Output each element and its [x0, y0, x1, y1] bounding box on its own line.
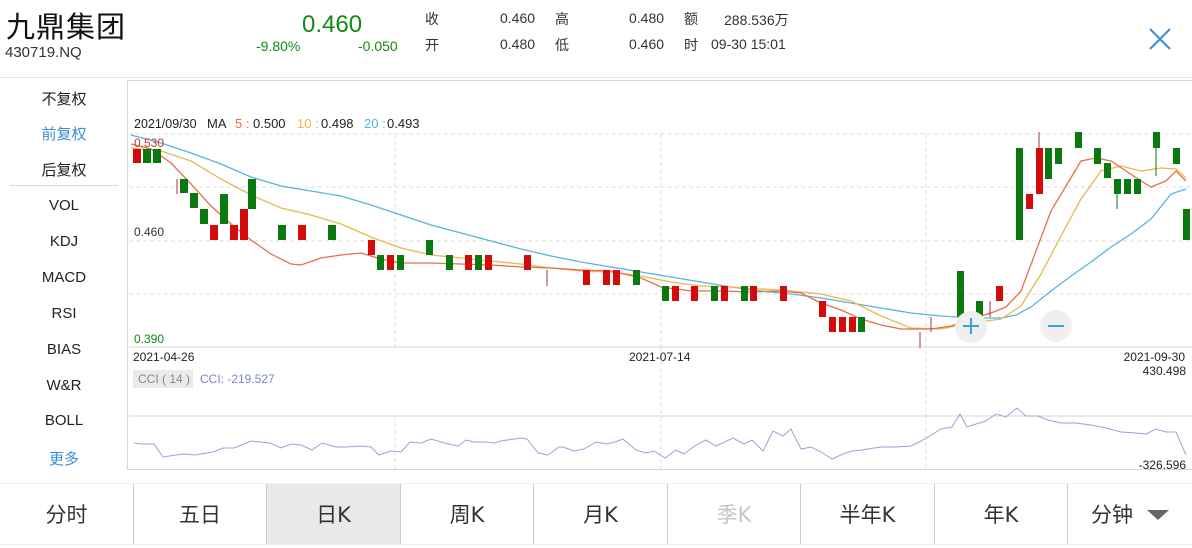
high-value: 0.480 [629, 10, 665, 26]
tab-quarterly-k-label: 季K [716, 503, 752, 527]
ma-label: MA [207, 116, 227, 131]
tab-monthly-k-label: 月K [583, 503, 618, 527]
tab-daily-k[interactable]: 日K [267, 484, 401, 544]
change-percent: -9.80% [256, 38, 301, 54]
ma20-key: 20 : [364, 116, 386, 131]
period-tabbar: 分时 五日 日K 周K 月K 季K 半年K 年K 分钟 [0, 483, 1192, 545]
tab-daily-k-label: 日K [316, 503, 351, 527]
cci-tag[interactable] [133, 370, 193, 388]
tab-yearly-k-label: 年K [983, 503, 1019, 527]
kline-svg: 2021/09/30 MA 5 : 0.500 10 : 0.498 20 : … [129, 116, 1192, 472]
sidebar-item-bias[interactable]: BIAS [46, 341, 82, 358]
ma5-key: 5 : [235, 116, 249, 131]
cci-max: 430.498 [1143, 364, 1187, 378]
ma10-key: 10 : [297, 116, 319, 131]
sidebar-item-no-adjust[interactable]: 不复权 [41, 90, 87, 108]
time-label: 时 [684, 38, 698, 54]
sidebar-item-macd[interactable]: MACD [41, 269, 87, 286]
cci-value: CCI: -219.527 [200, 372, 275, 386]
sidebar-item-rsi[interactable]: RSI [51, 305, 77, 322]
sidebar-item-more[interactable]: 更多 [48, 450, 79, 468]
indicator-sidebar: 不复权 前复权 后复权 VOL KDJ MACD RSI BIAS W&R BO… [0, 80, 128, 480]
open-label: 开 [425, 38, 439, 54]
y-axis-mid: 0.460 [134, 225, 164, 239]
x-axis-end: 2021-09-30 [1124, 350, 1186, 364]
close-button[interactable] [1146, 25, 1174, 53]
tab-weekly-k-label: 周K [449, 503, 485, 527]
dropdown-triangle-icon [1147, 510, 1169, 520]
tab-yearly-k[interactable]: 年K [935, 484, 1068, 544]
ma20-value: 0.493 [387, 116, 420, 131]
cci-line [133, 407, 1187, 460]
low-label: 低 [555, 38, 569, 54]
tab-five-day-label: 五日 [179, 503, 221, 527]
time-value: 09-30 15:01 [711, 36, 786, 52]
sidebar-item-vol[interactable]: VOL [48, 197, 79, 214]
change-amount: -0.050 [358, 38, 398, 54]
x-axis-mid: 2021-07-14 [629, 350, 691, 364]
tab-half-year-k[interactable]: 半年K [801, 484, 935, 544]
sidebar-item-wr[interactable]: W&R [46, 377, 82, 394]
tab-half-year-k-label: 半年K [839, 503, 896, 527]
cci-min: -326.596 [1139, 458, 1187, 471]
tab-minute-label: 分钟 [1091, 503, 1133, 527]
sidebar-item-kdj[interactable]: KDJ [49, 233, 79, 250]
high-label: 高 [555, 12, 569, 28]
zoom-out-button[interactable] [1040, 310, 1072, 342]
open-value: 0.480 [500, 36, 536, 52]
y-axis-high: 0.530 [134, 136, 164, 150]
x-axis-start: 2021-04-26 [133, 350, 195, 364]
last-price: 0.460 [302, 11, 363, 38]
chart-date: 2021/09/30 [134, 117, 197, 131]
close-value: 0.460 [500, 10, 536, 26]
amount-label: 额 [684, 12, 698, 28]
tab-quarterly-k[interactable]: 季K [668, 484, 801, 544]
kline-chart[interactable]: 2021/09/30 MA 5 : 0.500 10 : 0.498 20 : … [127, 80, 1192, 472]
quote-header: 九鼎集团 430719.NQ 0.460 -9.80% -0.050 收 0.4… [0, 0, 1192, 78]
stock-name: 九鼎集团 [6, 10, 127, 44]
sidebar-item-forward-adjust[interactable]: 前复权 [41, 125, 87, 143]
ma10-value: 0.498 [321, 116, 354, 131]
ma10-line [130, 147, 1187, 330]
tab-monthly-k[interactable]: 月K [534, 484, 668, 544]
y-axis-low: 0.390 [134, 332, 164, 346]
tab-intraday[interactable]: 分时 [0, 484, 134, 544]
candlesticks [133, 132, 1190, 348]
tab-intraday-label: 分时 [45, 503, 88, 527]
close-label: 收 [425, 12, 439, 28]
zoom-in-button[interactable] [955, 311, 987, 343]
price-grid [129, 133, 1192, 469]
ma20-line [130, 134, 1187, 319]
tab-minute-dropdown[interactable]: 分钟 [1068, 484, 1192, 544]
sidebar-divider [10, 185, 118, 186]
amount-value: 288.536万 [724, 12, 789, 28]
ma5-line [130, 143, 1187, 330]
tab-weekly-k[interactable]: 周K [401, 484, 534, 544]
ma5-value: 0.500 [253, 116, 286, 131]
stock-code: 430719.NQ [5, 44, 82, 61]
sidebar-item-boll[interactable]: BOLL [44, 412, 84, 429]
cci-tag-label: CCI ( 14 ) [138, 372, 190, 386]
close-icon [1149, 28, 1171, 50]
sidebar-item-backward-adjust[interactable]: 后复权 [41, 161, 87, 179]
low-value: 0.460 [629, 36, 665, 52]
tab-five-day[interactable]: 五日 [134, 484, 267, 544]
